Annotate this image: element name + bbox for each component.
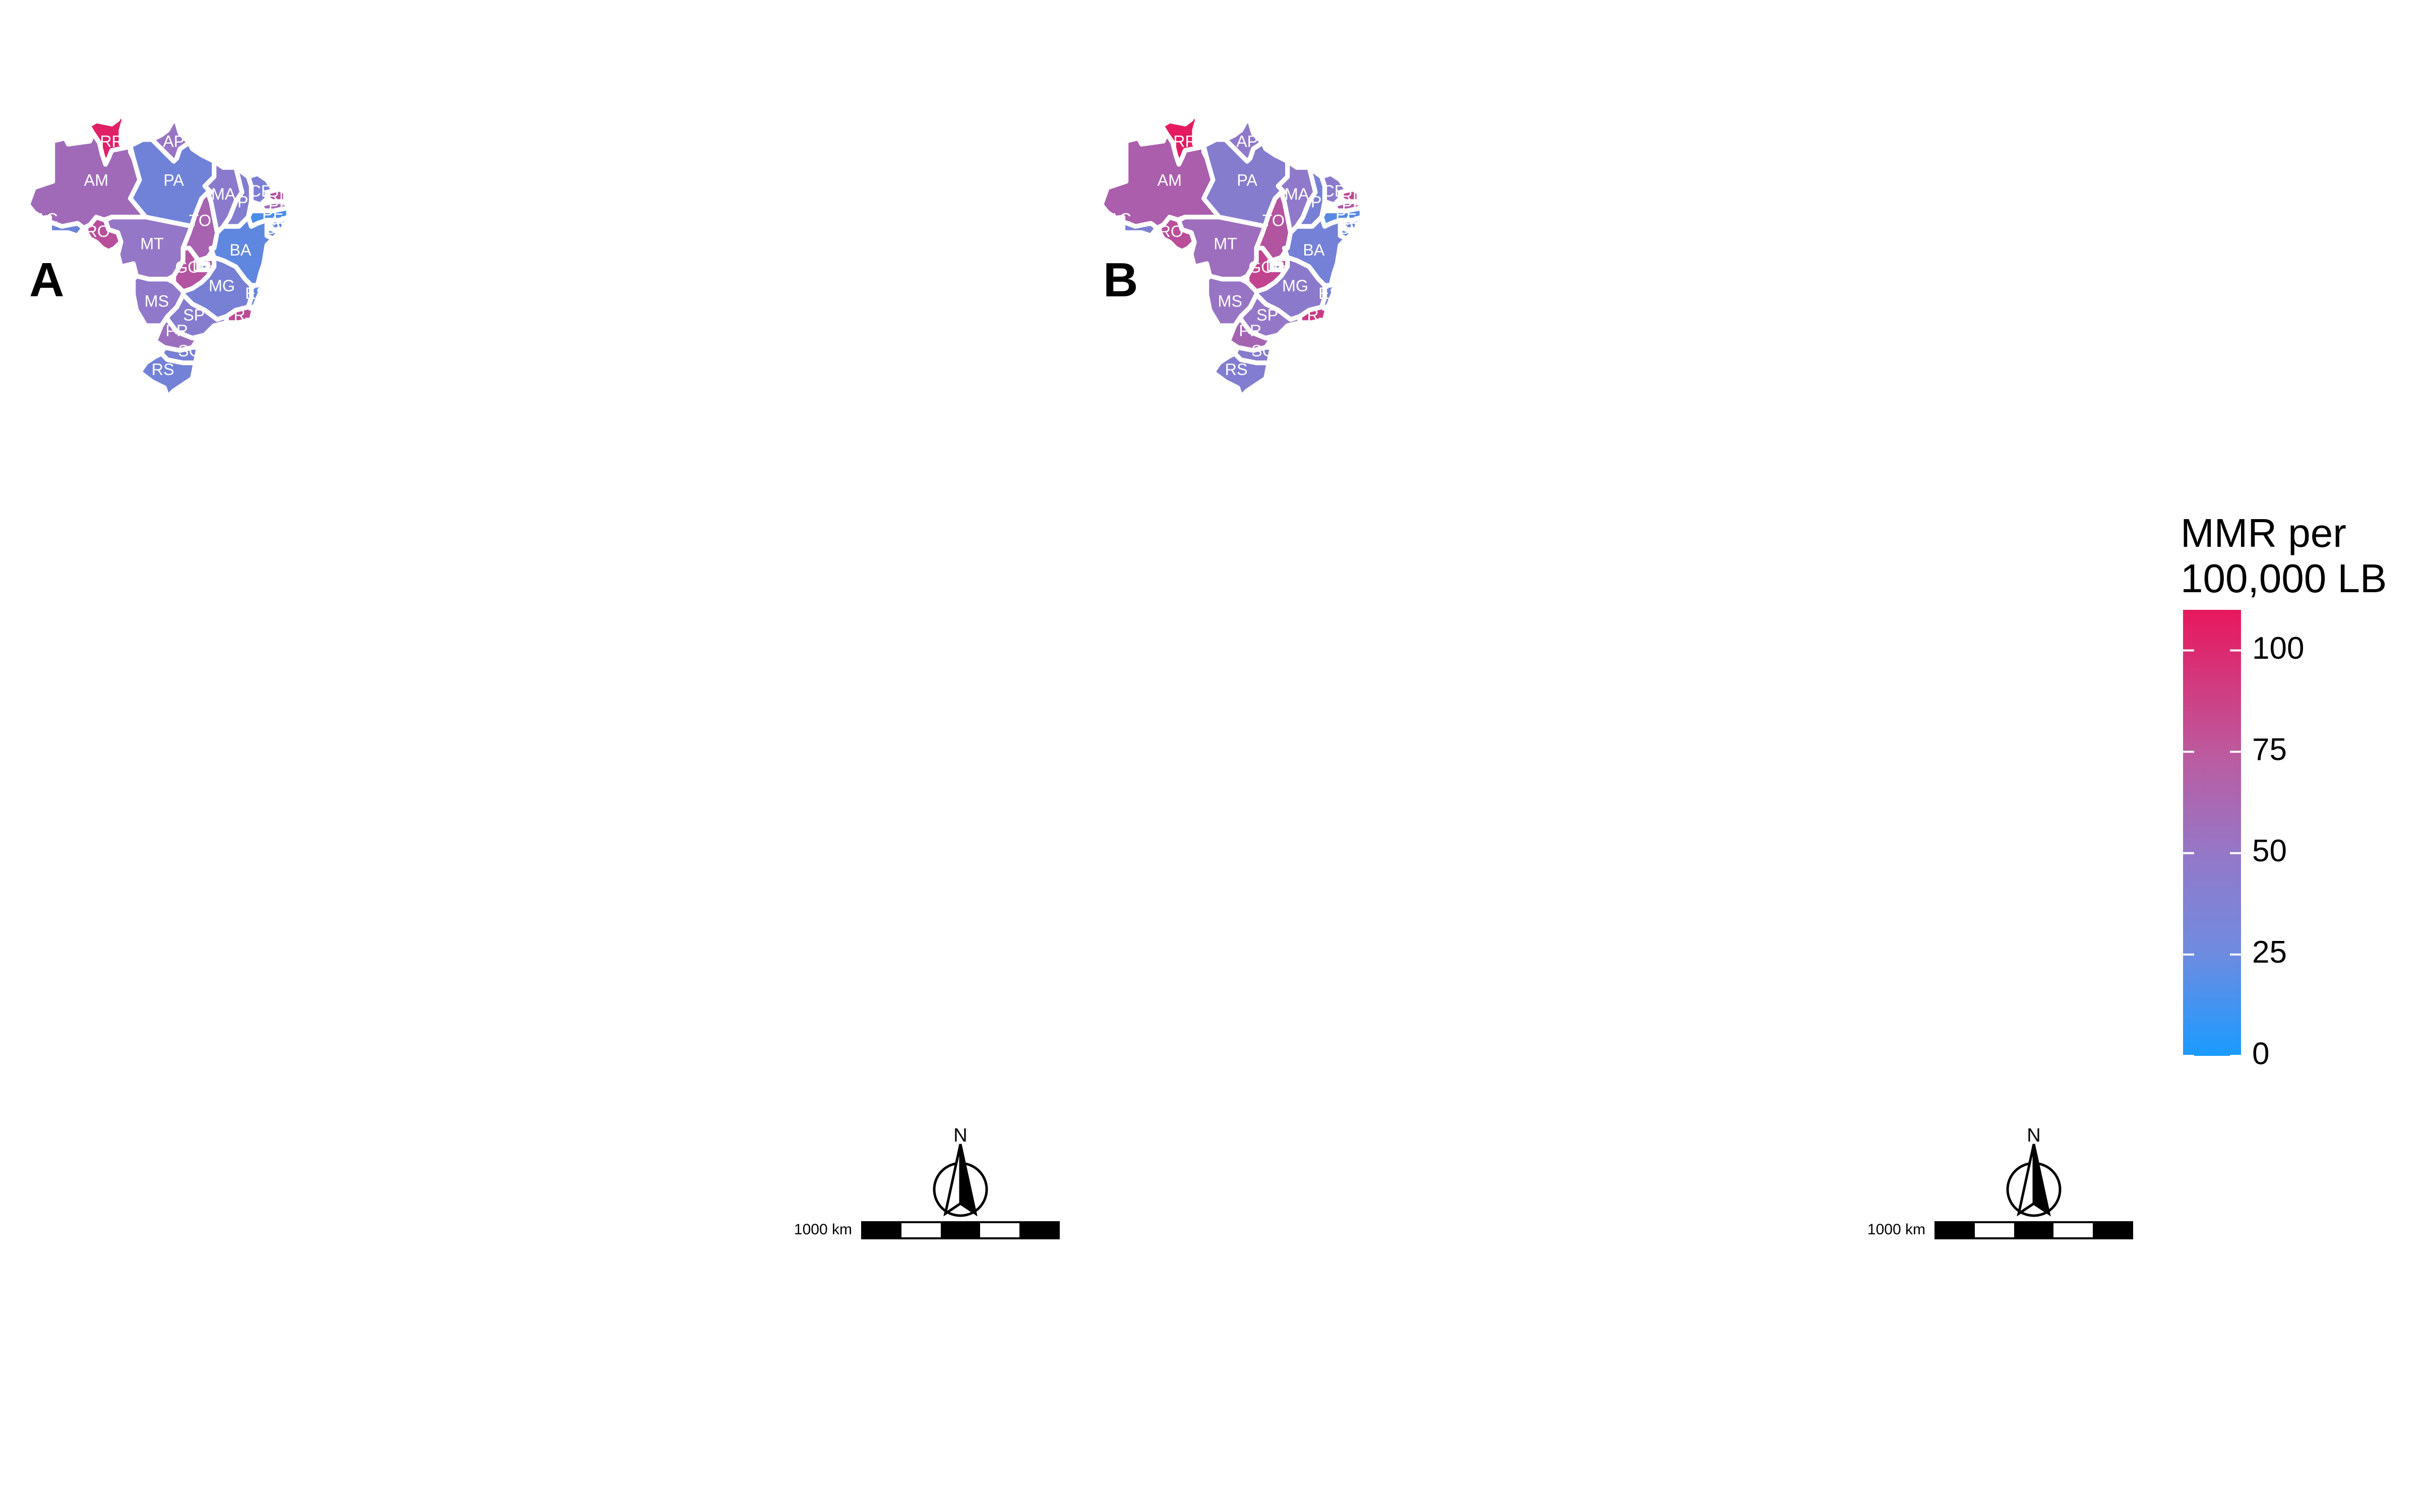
legend-tick-label-4: 100: [2252, 631, 2304, 666]
state-df-a: [196, 261, 210, 273]
state-ac-a: [25, 202, 86, 238]
state-label-am-b: AM: [1158, 171, 1182, 190]
state-label-go-b: GO: [1248, 258, 1274, 276]
legend-tick-label-1: 25: [2252, 935, 2287, 970]
state-label-ms-a: MS: [145, 292, 169, 310]
state-label-ro-b: RO: [1159, 222, 1183, 240]
state-label-sc-b: SC: [1251, 342, 1274, 360]
state-label-pe-b: PE: [1336, 205, 1357, 223]
state-label-pb-b: PB: [1342, 196, 1363, 214]
state-es-b: [1319, 270, 1340, 309]
state-label-ce-b: CE: [1322, 182, 1345, 200]
legend-tick-label-0: 0: [2252, 1036, 2269, 1071]
state-label-rs-b: RS: [1225, 360, 1248, 379]
state-label-sp-b: SP: [1256, 306, 1278, 324]
state-label-sc-a: SC: [178, 342, 201, 360]
state-label-ma-a: MA: [211, 185, 236, 203]
state-label-sp-a: SP: [183, 306, 205, 324]
state-label-mg-a: MG: [209, 277, 235, 295]
state-pr-b: [1226, 314, 1275, 353]
state-label-mt-b: MT: [1214, 235, 1237, 253]
state-label-se-b: SE: [1339, 219, 1360, 237]
panel-letter-b: B: [1103, 253, 1138, 307]
state-label-al-b: AL: [1343, 213, 1363, 231]
state-label-to-a: TO: [189, 212, 211, 230]
state-label-rr-b: RR: [1173, 133, 1197, 151]
north-arrow-b: N: [2006, 1125, 2062, 1217]
state-label-pi-a: PI: [237, 193, 253, 211]
state-label-ac-b: AC: [1109, 210, 1131, 228]
state-label-rj-a: RJ: [233, 306, 253, 324]
legend-title-line2: 100,000 LB: [2181, 556, 2387, 601]
state-label-se-a: SE: [265, 219, 287, 237]
state-label-pa-b: PA: [1237, 171, 1257, 190]
scale-bar-b: 1000 km: [1867, 1221, 2133, 1239]
state-label-ro-a: RO: [86, 222, 110, 240]
state-label-ba-b: BA: [1303, 241, 1325, 259]
state-label-mg-b: MG: [1282, 277, 1308, 295]
state-pr-a: [153, 314, 201, 353]
scale-bar-a: 1000 km: [794, 1221, 1060, 1239]
panel-letter-a: A: [29, 253, 64, 307]
north-label-a: N: [953, 1125, 967, 1146]
state-label-pe-a: PE: [262, 205, 284, 223]
legend-colorbar: [2183, 610, 2241, 1056]
state-label-es-b: ES: [1318, 284, 1340, 302]
color-legend: MMR per 100,000 LB 0 25 50 75 100: [2181, 511, 2387, 1071]
scale-label-b: 1000 km: [1867, 1221, 1925, 1238]
state-label-am-a: AM: [84, 171, 108, 190]
scale-label-a: 1000 km: [794, 1221, 852, 1238]
state-rs-b: [1211, 351, 1272, 400]
state-label-rn-b: RN: [1341, 186, 1365, 205]
state-label-pi-b: PI: [1311, 193, 1326, 211]
state-label-pa-a: PA: [163, 171, 184, 190]
state-df-b: [1269, 261, 1284, 273]
state-label-ap-b: AP: [1236, 133, 1258, 151]
north-label-b: N: [2027, 1125, 2040, 1146]
state-label-ap-a: AP: [163, 133, 185, 151]
state-label-ms-b: MS: [1218, 292, 1242, 310]
state-label-df-a: DF: [193, 257, 214, 275]
state-label-to-b: TO: [1262, 212, 1285, 230]
state-rs-a: [137, 351, 198, 400]
state-es-a: [246, 270, 266, 309]
state-label-pb-a: PB: [268, 196, 290, 214]
state-label-ac-a: AC: [35, 210, 58, 228]
state-label-go-a: GO: [175, 258, 200, 276]
north-arrow-a: N: [933, 1125, 988, 1217]
legend-title-line1: MMR per: [2181, 511, 2346, 555]
state-label-df-b: DF: [1266, 257, 1288, 275]
state-label-ba-a: BA: [229, 241, 252, 259]
state-label-es-a: ES: [245, 284, 267, 302]
state-label-mt-a: MT: [140, 235, 164, 253]
state-label-rj-b: RJ: [1307, 306, 1326, 324]
state-label-ma-b: MA: [1285, 185, 1309, 203]
legend-tick-label-2: 50: [2252, 834, 2287, 868]
state-label-pr-b: PR: [1239, 322, 1261, 340]
state-ac-b: [1099, 202, 1160, 238]
state-label-rr-a: RR: [100, 133, 124, 151]
legend-tick-label-3: 75: [2252, 732, 2287, 767]
state-label-ce-a: CE: [249, 182, 272, 200]
state-label-pr-a: PR: [165, 322, 188, 340]
state-label-al-a: AL: [269, 213, 289, 231]
state-label-rn-a: RN: [268, 186, 291, 205]
state-label-rs-a: RS: [152, 360, 174, 379]
